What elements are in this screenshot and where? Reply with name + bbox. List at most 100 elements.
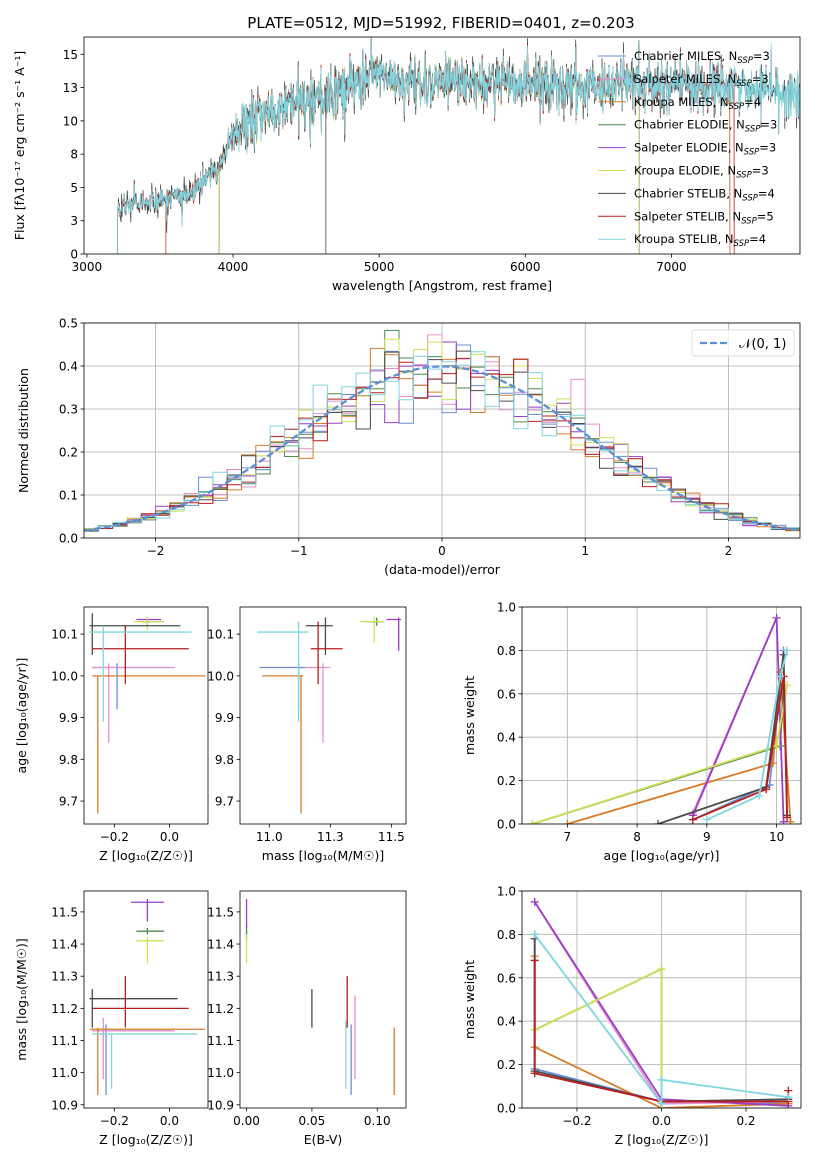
data-point: [528, 820, 537, 824]
x-axis-label: E(B-V): [304, 1132, 343, 1147]
spectrum-kroupa-stelib: [117, 37, 800, 254]
x-tick-label: 0.0: [160, 1114, 179, 1128]
y-tick-label: 3: [70, 214, 78, 228]
data-point: [786, 817, 795, 824]
plot-area: [117, 37, 800, 254]
panel-mass_vs_Z: −0.2 0.0 10.9 11.0 11.1 11.2 11.3 11.4 11.5 Z [lo…: [14, 890, 209, 1147]
data-point: [784, 1093, 793, 1102]
y-tick-label: 9.7: [59, 795, 78, 809]
errorbar-salpeter-stelib: [92, 625, 189, 685]
y-tick-label: 0.8: [497, 644, 516, 658]
y-axis-label: Normed distribution: [16, 368, 31, 493]
y-tick-label: 0.2: [59, 446, 78, 460]
data-point: [530, 956, 539, 965]
axes-border: [83, 36, 801, 255]
x-tick-label: 0.10: [364, 1114, 391, 1128]
axes-border: [239, 890, 407, 1109]
y-axis-label: mass weight: [462, 676, 477, 755]
normal-curve: [84, 365, 800, 532]
x-axis-label: wavelength [Angstrom, rest frame]: [332, 278, 552, 293]
series-salpeter-elodie: [688, 613, 788, 824]
data-point: [772, 613, 781, 622]
panel-mass_vs_EBV: 0.00 0.05 0.10 10.9 11.0 11.1 11.2 11.3 11.4 11.5…: [207, 890, 407, 1147]
y-tick-label: 0.8: [497, 928, 516, 942]
y-tick-label: 11.5: [207, 905, 234, 919]
x-tick-label: −1: [290, 544, 308, 558]
x-tick-label: 0.0: [160, 830, 179, 844]
y-tick-label: 9.9: [59, 711, 78, 725]
legend-label: Chabrier ELODIE, NSSP=3: [634, 118, 777, 135]
axes-border: [521, 606, 802, 825]
y-tick-label: 0.2: [497, 774, 516, 788]
plot-area: [84, 329, 800, 532]
y-tick-label: 10.9: [207, 1098, 234, 1112]
series-line: [706, 650, 788, 821]
errorbar-kroupa-elodie: [359, 617, 385, 643]
x-axis-label: Z [log₁₀(Z/Z☉)]: [99, 1132, 193, 1147]
errorbar-kroupa-elodie: [133, 617, 164, 630]
data-point: [657, 1099, 666, 1108]
y-tick-label: 11.2: [51, 1002, 78, 1016]
x-tick-label: −0.2: [100, 830, 129, 844]
data-point: [530, 1069, 539, 1078]
y-tick-label: 11.4: [51, 938, 78, 952]
y-tick-label: 15: [63, 48, 78, 62]
axes-frame: −0.2 0.0 9.7 9.8 9.9 10.0 10.1 Z [log₁₀(Z/Z☉)] a…: [14, 606, 209, 863]
y-tick-label: 10.0: [51, 669, 78, 683]
legend-label: Kroupa STELIB, NSSP=4: [634, 232, 766, 249]
histogram-chabrier-stelib: [84, 350, 800, 532]
legend-label: Salpeter MILES, NSSP=3: [634, 72, 769, 89]
y-axis-label: mass weight: [462, 960, 477, 1039]
errorbar-chabrier-elodie: [136, 927, 164, 935]
data-point: [654, 820, 663, 824]
series-chabrier-stelib: [654, 650, 792, 824]
plot-area: [528, 613, 795, 824]
errorbar-chabrier-stelib: [89, 613, 181, 655]
x-tick-label: 0.2: [736, 1114, 755, 1128]
series-kroupa-elodie: [528, 681, 792, 824]
y-tick-label: 1.0: [497, 601, 516, 615]
y-tick-label: 10.1: [207, 628, 234, 642]
y-tick-label: 9.7: [215, 795, 234, 809]
legend-box: [691, 329, 795, 357]
errorbar-kroupa-stelib: [92, 1033, 197, 1089]
y-tick-label: 8: [70, 148, 78, 162]
panel-age_vs_Z: −0.2 0.0 9.7 9.8 9.9 10.0 10.1 Z [log₁₀(Z/Z☉)] a…: [14, 606, 209, 863]
plot-area: [89, 613, 206, 814]
y-tick-label: 0.3: [59, 403, 78, 417]
series-kroupa-elodie: [530, 965, 666, 1108]
axes-frame: 3000 4000 5000 6000 7000 0 3 5 8 10 13 15 wavelength…: [12, 36, 801, 293]
x-tick-label: 0: [438, 544, 446, 558]
axes-frame: 7 8 9 10 0.0 0.2 0.4 0.6 0.8 1.0 age [log₁₀(age/yr…: [462, 601, 802, 863]
series-line: [532, 685, 785, 824]
x-axis-label: mass [log₁₀(M/M☉)]: [262, 848, 384, 863]
legend: 𝒩(0, 1): [691, 329, 795, 357]
plot-area: [530, 897, 793, 1108]
y-tick-label: 0.6: [497, 971, 516, 985]
y-axis-label: age [log₁₀(age/yr)]: [14, 658, 29, 774]
y-tick-label: 11.3: [51, 970, 78, 984]
data-point: [762, 785, 771, 794]
y-tick-label: 11.5: [51, 905, 78, 919]
plot-area: [89, 899, 206, 1096]
data-point: [772, 741, 781, 750]
series-kroupa-stelib: [530, 930, 793, 1108]
panel-spectrum: 3000 4000 5000 6000 7000 0 3 5 8 10 13 15 wavelength…: [12, 36, 801, 293]
y-tick-label: 1.0: [497, 885, 516, 899]
errorbar-kroupa-stelib: [257, 621, 309, 722]
y-tick-label: 0.4: [497, 731, 516, 745]
errorbar-kroupa-miles: [89, 1027, 206, 1096]
data-point: [755, 791, 764, 800]
series-chabrier-elodie: [530, 965, 666, 1108]
series-line: [533, 933, 789, 1107]
x-axis-label: age [log₁₀(age/yr)]: [604, 848, 720, 863]
data-point: [530, 930, 539, 939]
errorbar-salpeter-stelib: [310, 621, 343, 685]
legend-label: 𝒩(0, 1): [739, 337, 786, 352]
series-line: [692, 676, 788, 821]
x-tick-label: −0.2: [100, 1114, 129, 1128]
data-point: [702, 815, 711, 824]
x-tick-label: 11.3: [317, 830, 344, 844]
x-tick-label: 6000: [510, 260, 541, 274]
